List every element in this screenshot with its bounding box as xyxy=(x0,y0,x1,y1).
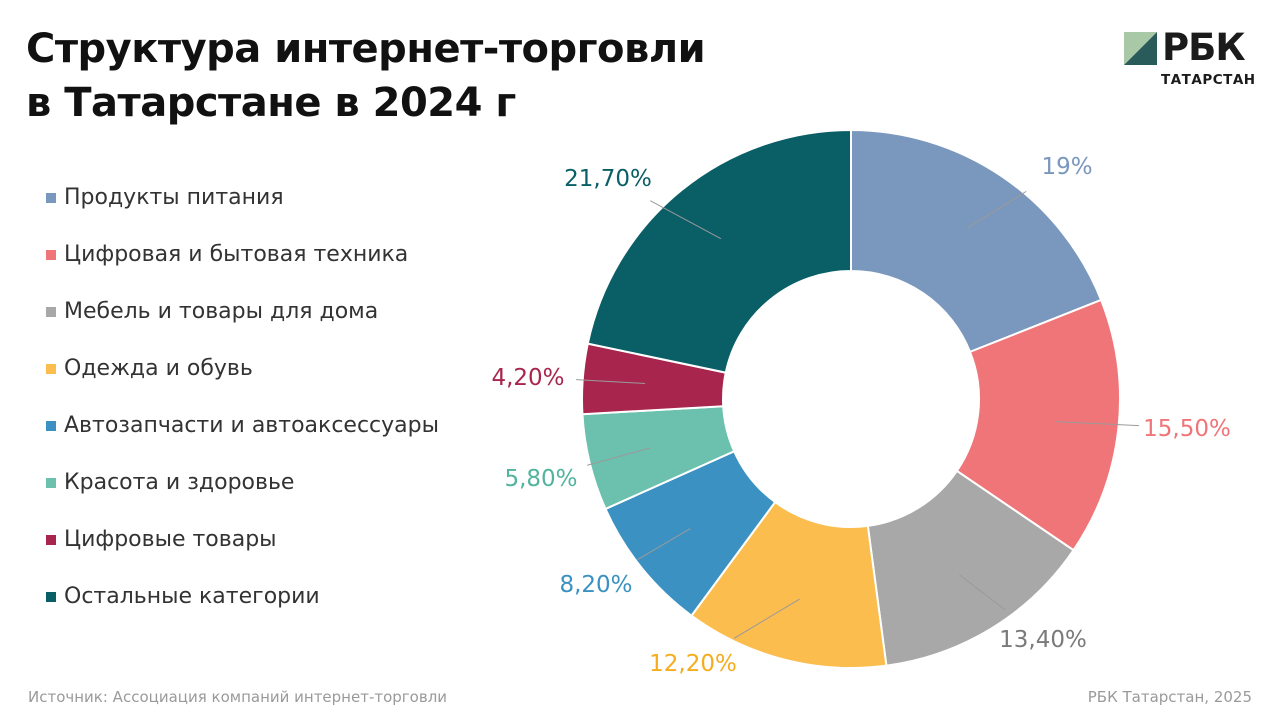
rbc-logo-region: ТАТАРСТАН xyxy=(1161,72,1256,88)
data-label: 5,80% xyxy=(504,466,577,492)
source-note: Источник: Ассоциация компаний интернет-т… xyxy=(28,688,448,706)
data-label: 13,40% xyxy=(999,627,1087,653)
leader-line xyxy=(733,598,800,639)
chart-title-line-2: в Татарстане в 2024 г xyxy=(26,80,516,126)
leader-line xyxy=(959,574,1006,611)
chart-title: Структура интернет-торговли в Татарстане… xyxy=(26,22,706,130)
leader-line xyxy=(575,379,646,384)
data-label: 4,20% xyxy=(491,365,564,391)
legend-swatch xyxy=(46,364,56,374)
credit-note: РБК Татарстан, 2025 xyxy=(1087,688,1252,706)
donut-slice xyxy=(866,469,1075,667)
leader-line xyxy=(1056,421,1140,427)
data-label: 12,20% xyxy=(649,651,737,677)
legend-label: Продукты питания xyxy=(64,185,284,210)
legend-item: Одежда и обувь xyxy=(46,354,439,411)
legend-swatch xyxy=(46,478,56,488)
legend-swatch xyxy=(46,307,56,317)
legend-label: Мебель и товары для дома xyxy=(64,299,379,324)
donut-slice xyxy=(955,298,1121,552)
legend-item: Цифровая и бытовая техника xyxy=(46,240,439,297)
data-label: 8,20% xyxy=(559,572,632,598)
legend-swatch xyxy=(46,421,56,431)
leader-line xyxy=(966,190,1027,229)
rbc-logo: РБК ТАТАРСТАН xyxy=(1124,26,1256,92)
legend-label: Остальные категории xyxy=(64,584,320,609)
legend-item: Цифровые товары xyxy=(46,525,439,582)
legend-label: Цифровые товары xyxy=(64,527,277,552)
data-label: 19% xyxy=(1041,154,1092,180)
leader-line xyxy=(650,200,722,240)
legend-item: Остальные категории xyxy=(46,582,439,639)
data-label: 21,70% xyxy=(564,166,652,192)
legend-swatch xyxy=(46,250,56,260)
donut-slice xyxy=(586,128,852,374)
legend-label: Одежда и обувь xyxy=(64,356,253,381)
legend-label: Красота и здоровье xyxy=(64,470,295,495)
donut-slice xyxy=(690,500,888,669)
legend-swatch xyxy=(46,535,56,545)
rbc-logo-text: РБК xyxy=(1162,26,1246,69)
legend-swatch xyxy=(46,592,56,602)
legend-label: Цифровая и бытовая техника xyxy=(64,242,409,267)
donut-slice xyxy=(850,128,1103,354)
leader-line xyxy=(587,447,651,466)
legend-label: Автозапчасти и автоаксессуары xyxy=(64,413,439,438)
legend-item: Продукты питания xyxy=(46,183,439,240)
rbc-logo-mark-icon xyxy=(1124,32,1157,65)
legend-item: Автозапчасти и автоаксессуары xyxy=(46,411,439,468)
leader-line xyxy=(637,528,691,561)
legend-swatch xyxy=(46,193,56,203)
legend-item: Красота и здоровье xyxy=(46,468,439,525)
chart-legend: Продукты питания Цифровая и бытовая техни… xyxy=(46,183,439,639)
chart-title-line-1: Структура интернет-торговли xyxy=(26,26,706,72)
legend-item: Мебель и товары для дома xyxy=(46,297,439,354)
data-label: 15,50% xyxy=(1143,416,1231,442)
